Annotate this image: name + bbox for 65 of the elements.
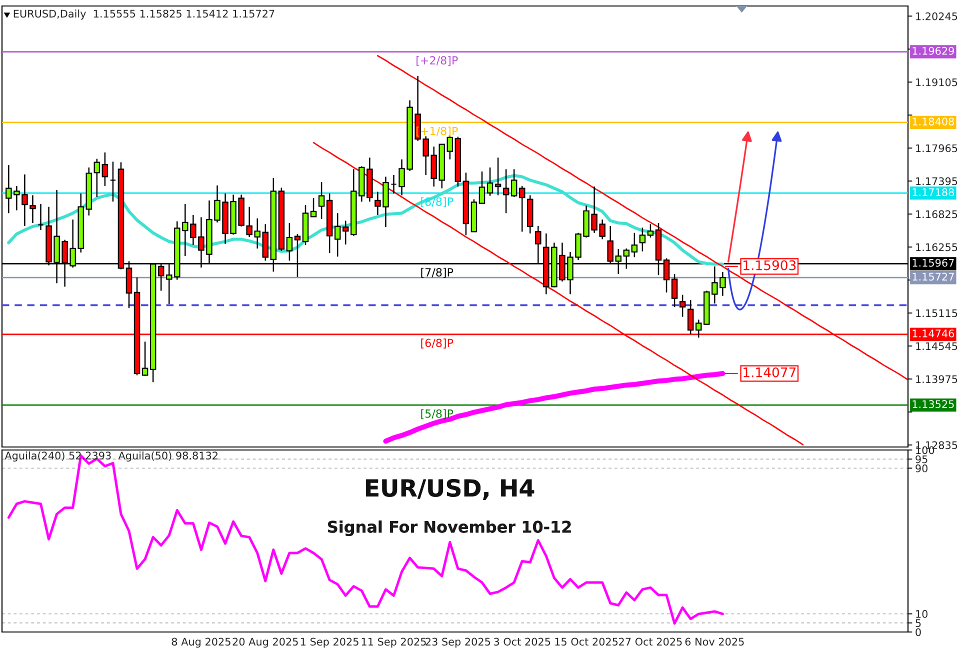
annotation: Signal For November 10-12 (328, 520, 571, 536)
candlestick (342, 220, 349, 246)
y-tick-label: 1.19105 (916, 78, 958, 86)
text: 1.19629 (912, 46, 954, 55)
x-tick-label: 23 Sep 2025 (426, 638, 490, 648)
y-tick-label: 1.20245 (916, 12, 958, 20)
y-tick-label: 1.16255 (916, 243, 958, 252)
text: 1.14746 (912, 330, 954, 338)
candlestick (639, 227, 646, 252)
x-tick-label: 27 Oct 2025 (619, 638, 682, 646)
candlestick (102, 152, 108, 187)
candlestick (478, 170, 486, 205)
candlestick (518, 185, 526, 232)
text: 1.13525 (912, 400, 954, 408)
x-tick-label: 1 Sep 2025 (301, 638, 358, 648)
text: 1.18408 (912, 118, 954, 126)
ref-line-label: [7/8]P (421, 268, 454, 278)
x-tick-label: 11 Sep 2025 (362, 638, 426, 648)
candlestick (671, 273, 678, 308)
chart-title: EURUSD,Daily 1.15555 1.15825 1.15412 1.15727 (14, 10, 274, 20)
candlestick (334, 212, 341, 258)
candlestick (30, 194, 36, 224)
y-tick-label: 5 (916, 619, 921, 628)
candlestick (486, 166, 494, 196)
candlestick (695, 319, 702, 338)
ref-line-label: [6/8]P (421, 338, 454, 348)
y-tick-label: 1.17395 (916, 177, 958, 186)
x-tick-label: 6 Nov 2025 (685, 638, 744, 646)
y-tick-label: 1.15115 (916, 309, 958, 318)
annotation: 1.14077 (744, 367, 796, 378)
x-tick-label: 3 Oct 2025 (494, 638, 550, 646)
chart-title: Aguila(240) 52.2393 Aguila(50) 98.8132 (4, 451, 218, 462)
y-tick-label: 90 (916, 464, 928, 472)
text: 1.15727 (912, 272, 954, 281)
y-tick-label: 1.14545 (916, 342, 958, 350)
candlestick (318, 181, 325, 220)
annotation: EUR/USD, H4 (366, 479, 534, 500)
text: 1.17188 (912, 188, 954, 196)
candlestick (390, 174, 397, 194)
candlestick (94, 158, 100, 198)
x-tick-label: 15 Oct 2025 (555, 638, 618, 646)
text: 1.15967 (912, 258, 954, 267)
candlestick (310, 198, 317, 218)
y-tick-label: 1.17965 (916, 144, 958, 152)
ref-line-label: [8/8]P (421, 197, 454, 208)
annotation: 1.15903 (744, 260, 796, 270)
candlestick (647, 224, 654, 238)
y-tick-label: 1.13975 (916, 375, 958, 384)
ref-line-label: [5/8]P (421, 409, 454, 420)
y-tick-label: 95 (916, 455, 928, 464)
y-tick-label: 1.16825 (916, 210, 958, 218)
candlestick (38, 203, 44, 231)
y-tick-label: 0 (916, 628, 921, 636)
candlestick (502, 168, 510, 214)
y-tick-label: 10 (916, 610, 928, 618)
candlestick (631, 232, 638, 258)
candlestick (142, 341, 148, 376)
x-tick-label: 8 Aug 2025 (172, 638, 230, 648)
candlestick (286, 222, 293, 262)
candlestick (510, 168, 518, 198)
candlestick (494, 157, 502, 196)
x-tick-label: 20 Aug 2025 (232, 638, 298, 648)
candlestick (679, 294, 686, 318)
ref-line-label: [+2/8]P (416, 56, 458, 66)
candlestick (110, 161, 116, 202)
